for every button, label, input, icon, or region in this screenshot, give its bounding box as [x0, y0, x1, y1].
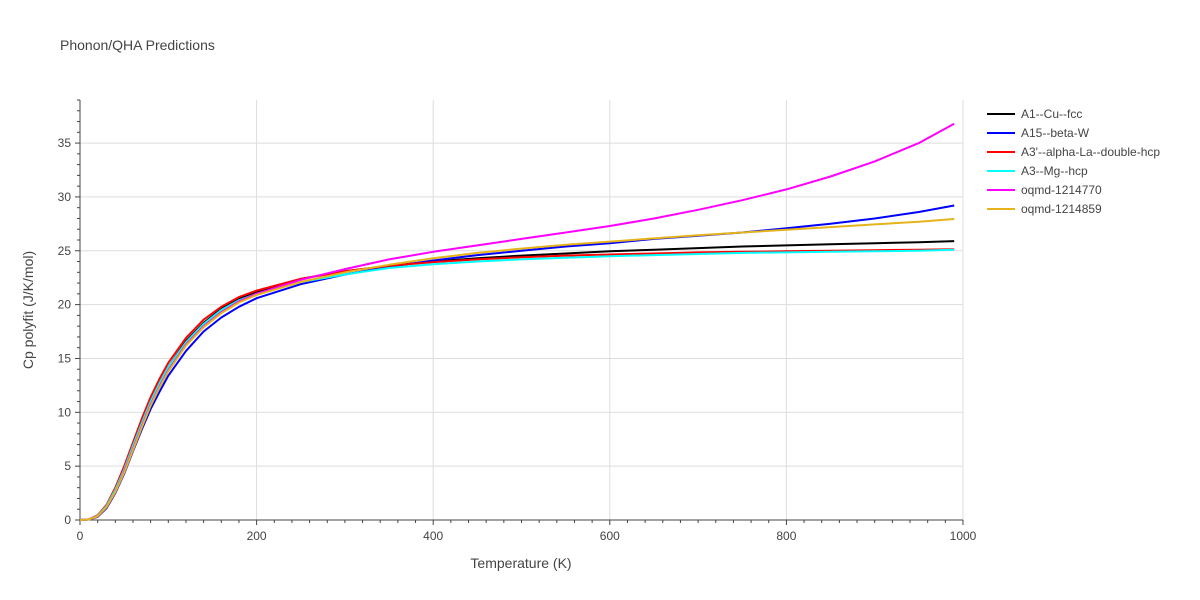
y-tick-label: 25 — [58, 244, 72, 258]
series-line-oqmd-1214859 — [79, 218, 955, 521]
x-tick-label: 800 — [776, 529, 796, 543]
y-tick-label: 10 — [58, 405, 72, 419]
legend-label-oqmd-1214770: oqmd-1214770 — [1021, 183, 1102, 197]
axes — [75, 99, 964, 525]
legend: A1--Cu--fcc A15--beta-W A3'--alpha-La--dou… — [987, 107, 1160, 216]
legend-label-a15-beta-w: A15--beta-W — [1021, 126, 1090, 140]
y-tick-label: 30 — [58, 190, 72, 204]
legend-label-a1-cu-fcc: A1--Cu--fcc — [1021, 107, 1082, 121]
legend-label-a3-mg-hcp: A3--Mg--hcp — [1021, 164, 1088, 178]
y-tick-label: 20 — [58, 298, 72, 312]
x-axis-title: Temperature (K) — [470, 555, 571, 571]
x-tick-label: 600 — [600, 529, 620, 543]
y-axis-title: Cp polyfit (J/K/mol) — [20, 251, 36, 369]
x-tick-labels: 0 200 400 600 800 1000 — [77, 529, 977, 543]
x-tick-label: 400 — [423, 529, 443, 543]
y-tick-label: 15 — [58, 351, 72, 365]
series-line-a3-mg-hcp — [79, 248, 955, 521]
y-tick-label: 0 — [64, 513, 71, 527]
series-line-a1-cu-fcc — [79, 240, 955, 521]
x-tick-label: 1000 — [950, 529, 977, 543]
series-line-a3-alpha-la-double-hcp — [79, 248, 955, 521]
legend-label-a3-alpha-la-double-hcp: A3'--alpha-La--double-hcp — [1021, 145, 1160, 159]
x-tick-label: 200 — [247, 529, 267, 543]
y-tick-label: 5 — [64, 459, 71, 473]
y-tick-label: 35 — [58, 136, 72, 150]
y-tick-labels: 0 5 10 15 20 25 30 35 — [58, 136, 72, 527]
legend-label-oqmd-1214859: oqmd-1214859 — [1021, 202, 1102, 216]
chart-title: Phonon/QHA Predictions — [60, 37, 215, 53]
x-tick-label: 0 — [77, 529, 84, 543]
series-lines — [79, 122, 955, 521]
gridlines — [80, 100, 964, 520]
